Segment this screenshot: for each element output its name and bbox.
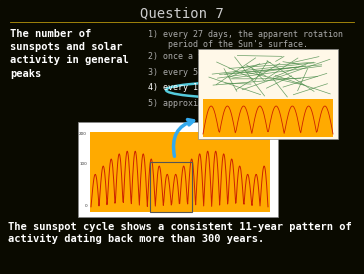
Text: 2) once a year.: 2) once a year.	[148, 52, 223, 61]
Text: Question 7: Question 7	[140, 6, 224, 20]
Text: 0: 0	[84, 204, 87, 208]
Text: 4) every 11 years.: 4) every 11 years.	[148, 83, 238, 92]
FancyBboxPatch shape	[78, 122, 278, 217]
Text: The number of
sunspots and solar
activity in general
peaks: The number of sunspots and solar activit…	[10, 29, 129, 79]
Text: The sunspot cycle shows a consistent 11-year pattern of
activity dating back mor: The sunspot cycle shows a consistent 11-…	[8, 222, 352, 244]
FancyBboxPatch shape	[90, 132, 270, 212]
Text: 3) every 5 ½  years.: 3) every 5 ½ years.	[148, 67, 248, 77]
Text: 1) every 27 days, the apparent rotation
    period of the Sun's surface.: 1) every 27 days, the apparent rotation …	[148, 30, 343, 49]
Text: 100: 100	[79, 162, 87, 166]
Text: 200: 200	[79, 132, 87, 136]
Text: 5) approximately every 100 years.: 5) approximately every 100 years.	[148, 99, 313, 108]
FancyBboxPatch shape	[198, 49, 338, 139]
FancyBboxPatch shape	[203, 99, 333, 137]
